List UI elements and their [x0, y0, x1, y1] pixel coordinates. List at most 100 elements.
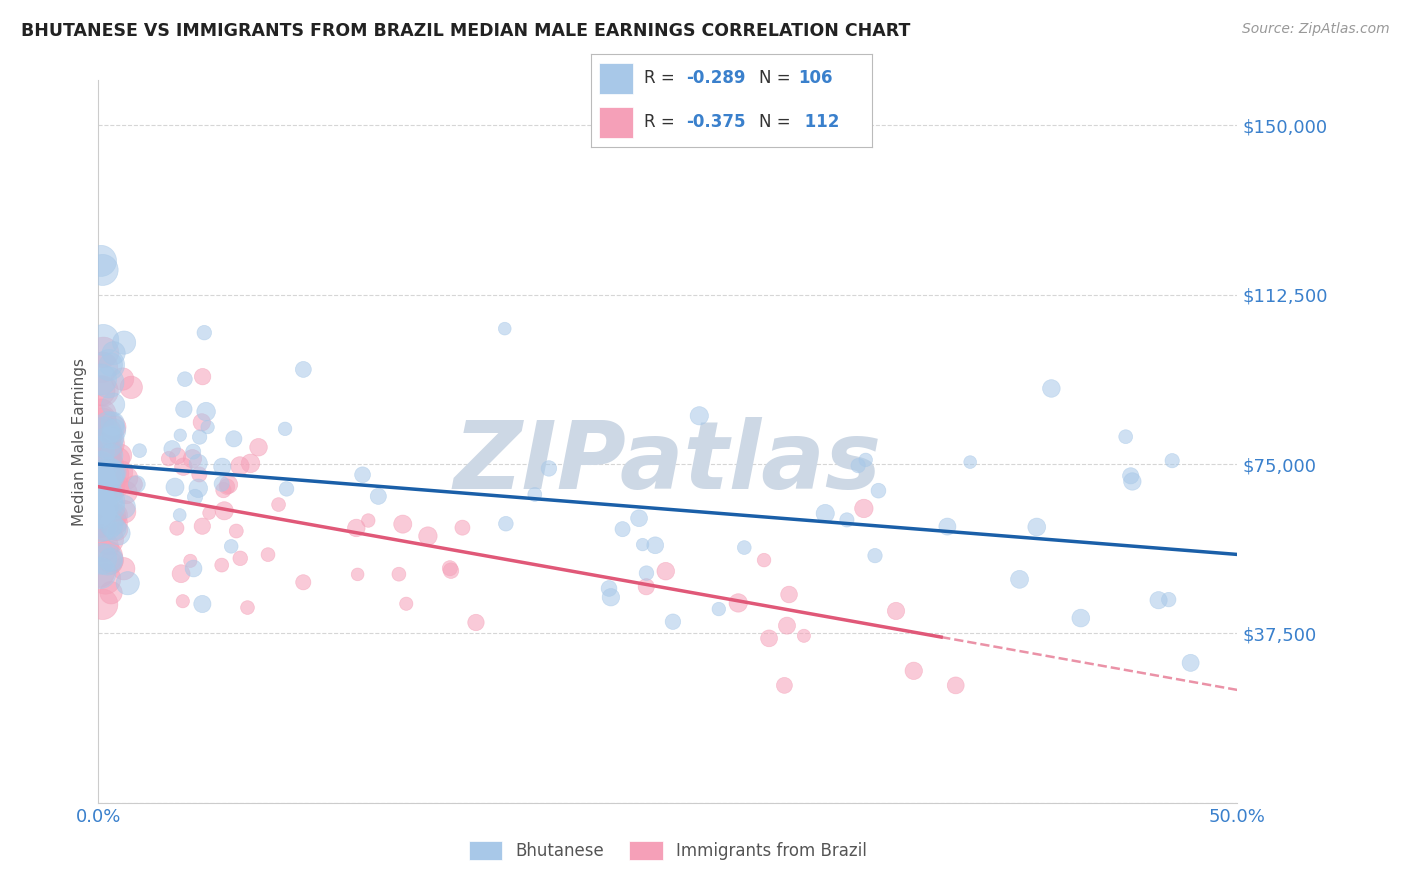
Point: [707, 602, 730, 616]
Point: [96, 492, 118, 507]
Point: [174, 372, 197, 386]
Point: [903, 664, 925, 678]
Point: [103, 346, 125, 360]
Point: [96, 445, 118, 459]
Point: [98, 474, 121, 488]
Point: [91, 501, 114, 516]
Point: [855, 453, 877, 467]
Point: [101, 430, 124, 444]
Point: [89, 506, 111, 520]
Point: [90, 440, 112, 454]
Point: [89, 515, 111, 529]
Point: [98, 436, 121, 450]
Point: [936, 519, 959, 533]
Point: [97, 468, 120, 483]
Point: [91, 540, 114, 554]
Point: [239, 456, 262, 470]
Point: [195, 404, 218, 418]
Point: [98, 450, 121, 465]
Point: [87, 429, 110, 443]
Point: [1115, 430, 1137, 444]
Point: [395, 597, 418, 611]
Point: [100, 517, 122, 532]
Point: [87, 505, 110, 519]
Point: [793, 629, 815, 643]
Point: [835, 513, 858, 527]
Point: [1008, 572, 1031, 586]
Point: [191, 597, 214, 611]
Point: [662, 615, 685, 629]
Point: [846, 458, 869, 473]
Point: [247, 440, 270, 454]
Point: [868, 483, 890, 498]
Point: [945, 678, 967, 692]
Point: [100, 586, 122, 600]
Point: [96, 549, 118, 563]
Point: [100, 358, 122, 372]
Point: [211, 558, 233, 573]
Point: [367, 489, 389, 503]
Point: [87, 426, 110, 441]
Point: [105, 523, 128, 537]
Point: [494, 321, 516, 335]
Point: [91, 333, 114, 347]
Point: [752, 553, 775, 567]
Point: [90, 459, 112, 474]
Point: [90, 407, 112, 421]
Text: -0.375: -0.375: [686, 113, 745, 131]
Point: [211, 476, 233, 491]
Point: [267, 498, 290, 512]
Point: [654, 564, 676, 578]
Point: [103, 465, 125, 479]
Point: [225, 524, 247, 538]
Point: [292, 575, 315, 590]
Point: [101, 553, 124, 567]
Point: [112, 500, 135, 514]
Text: R =: R =: [644, 113, 681, 131]
Point: [89, 566, 111, 580]
Text: -0.289: -0.289: [686, 70, 745, 87]
Point: [87, 491, 110, 505]
Point: [352, 467, 374, 482]
Text: BHUTANESE VS IMMIGRANTS FROM BRAZIL MEDIAN MALE EARNINGS CORRELATION CHART: BHUTANESE VS IMMIGRANTS FROM BRAZIL MEDI…: [21, 22, 911, 40]
Point: [357, 514, 380, 528]
Point: [90, 416, 112, 430]
Point: [101, 500, 124, 515]
Text: R =: R =: [644, 70, 681, 87]
Point: [598, 582, 620, 596]
Point: [89, 384, 111, 398]
Point: [236, 600, 259, 615]
Point: [688, 409, 710, 423]
Point: [105, 516, 128, 530]
Point: [191, 415, 214, 429]
Point: [96, 457, 118, 471]
Point: [112, 335, 135, 350]
Point: [120, 380, 142, 394]
Point: [89, 481, 111, 495]
Point: [89, 516, 111, 530]
Point: [117, 576, 139, 591]
Point: [90, 413, 112, 427]
Point: [107, 526, 129, 541]
Point: [93, 425, 115, 440]
Point: [97, 512, 120, 526]
Point: [90, 491, 112, 505]
Point: [439, 561, 461, 575]
Point: [89, 508, 111, 522]
Point: [440, 564, 463, 578]
Point: [98, 358, 121, 372]
Point: [87, 444, 110, 458]
Point: [852, 501, 875, 516]
Point: [523, 487, 546, 501]
Point: [1025, 520, 1047, 534]
Point: [631, 538, 654, 552]
Point: [94, 459, 117, 474]
Point: [537, 461, 560, 475]
Point: [1070, 611, 1092, 625]
Point: [172, 459, 194, 474]
Point: [98, 494, 121, 508]
Point: [163, 480, 186, 494]
Point: [90, 473, 112, 487]
Point: [1180, 656, 1202, 670]
Point: [198, 506, 221, 520]
